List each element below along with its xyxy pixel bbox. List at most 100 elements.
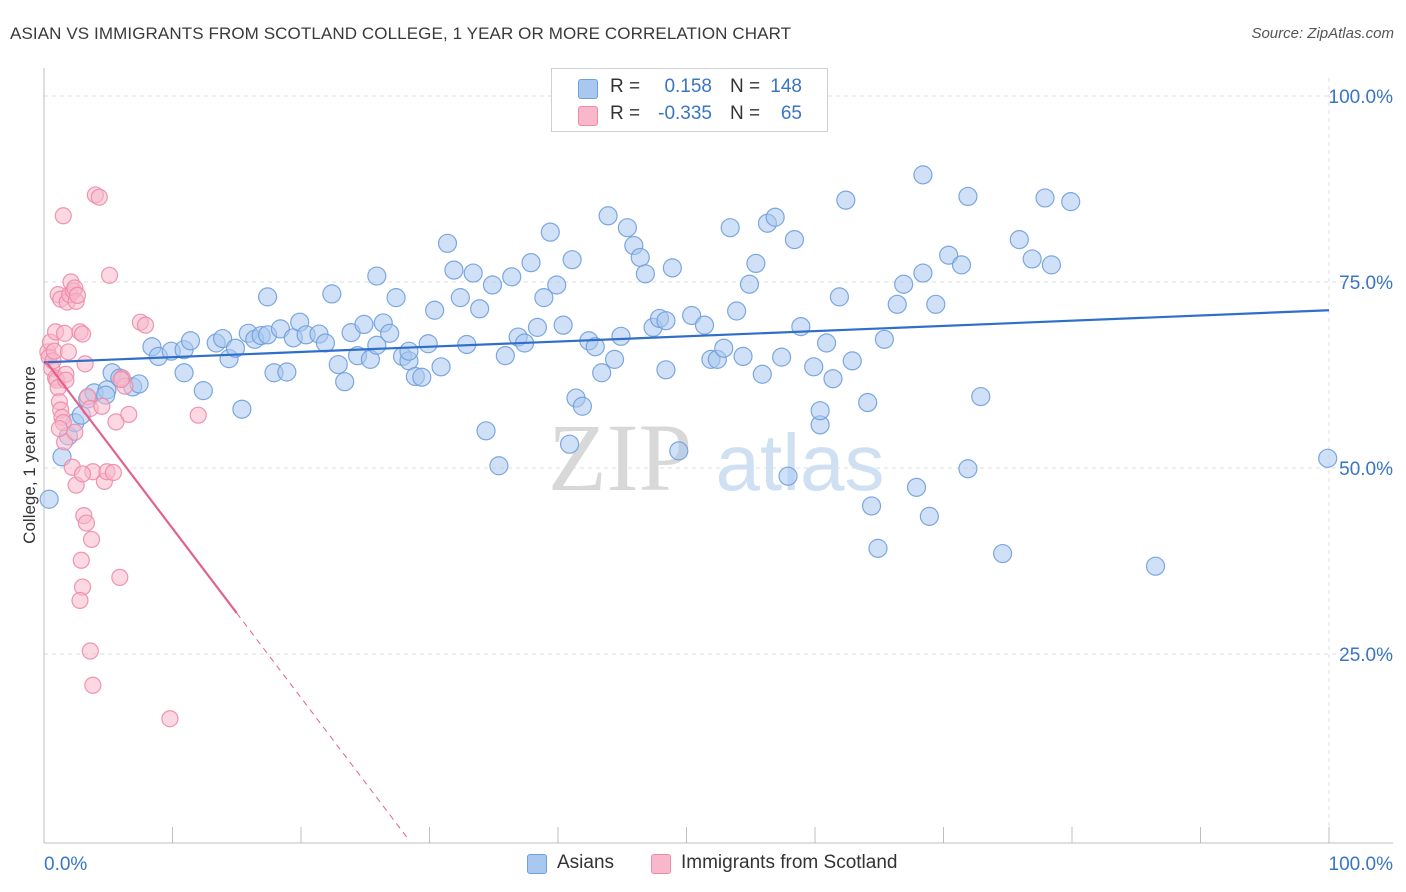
- asian-point: [784, 229, 805, 250]
- asian-point: [521, 253, 541, 273]
- asian-point: [823, 369, 843, 389]
- asian-point: [874, 329, 894, 349]
- scotland-points: [39, 186, 207, 728]
- asian-point: [380, 323, 400, 343]
- asian-point: [418, 334, 438, 354]
- scotland-point: [90, 188, 108, 206]
- legend-n-label: N =: [730, 103, 761, 124]
- asian-point: [489, 456, 509, 476]
- x-tick-label-min: 0.0%: [44, 854, 87, 875]
- asian-point: [682, 305, 702, 326]
- asian-point: [868, 538, 888, 558]
- scotland-point: [100, 266, 119, 284]
- legend-r-label: R =: [610, 103, 641, 124]
- asian-point: [887, 294, 907, 314]
- asian-point: [399, 341, 419, 361]
- asian-point: [193, 381, 213, 401]
- legend-n-label: N =: [730, 76, 761, 97]
- asian-point: [913, 165, 933, 185]
- legend-row-scotland: R = -0.335 N = 65: [552, 101, 827, 127]
- asian-point: [778, 466, 798, 486]
- y-tick-label: 50.0%: [1339, 459, 1393, 480]
- asian-point: [547, 275, 567, 295]
- legend-n-value: 65: [780, 103, 802, 124]
- watermark: ZIP atlas: [548, 404, 884, 511]
- asian-point: [257, 287, 278, 307]
- asian-point: [694, 315, 715, 335]
- asian-point: [739, 274, 760, 294]
- asian-point: [971, 386, 991, 407]
- asian-point: [585, 337, 605, 357]
- scotland-point: [111, 568, 129, 586]
- asians-trend-line: [43, 309, 1330, 364]
- legend-row-asians: R = 0.158 N = 148: [552, 74, 827, 100]
- asian-point: [495, 346, 515, 366]
- scotland-point: [59, 343, 78, 361]
- asian-point: [562, 250, 582, 270]
- asian-point: [572, 396, 593, 416]
- asian-point: [335, 372, 355, 392]
- bottom-legend-label-asians: Asians: [557, 852, 615, 873]
- asian-point: [836, 190, 856, 210]
- asian-point: [180, 331, 201, 351]
- asian-point: [354, 314, 374, 335]
- asian-point: [656, 360, 676, 380]
- asian-point: [463, 263, 483, 283]
- legend-r-value: 0.158: [664, 76, 712, 97]
- y-tick-label: 25.0%: [1339, 645, 1393, 666]
- scotland-point: [81, 642, 99, 660]
- scotland-point: [93, 397, 111, 415]
- asian-point: [315, 333, 336, 353]
- asian-point: [213, 328, 233, 349]
- scotland-point: [54, 207, 72, 225]
- source-credit: Source: ZipAtlas.com: [1251, 25, 1394, 42]
- asian-point: [470, 299, 490, 319]
- y-tick-label: 75.0%: [1339, 273, 1393, 294]
- chart-title: ASIAN VS IMMIGRANTS FROM SCOTLAND COLLEG…: [10, 24, 792, 43]
- axes: [43, 68, 1393, 844]
- scotland-point: [77, 514, 96, 532]
- asian-point: [656, 311, 676, 331]
- scotland-point: [104, 463, 122, 482]
- asian-point: [1022, 249, 1042, 269]
- scotland-point: [66, 423, 84, 441]
- asian-point: [425, 300, 445, 320]
- asian-point: [752, 364, 772, 384]
- asian-point: [412, 367, 432, 387]
- asian-point: [951, 255, 972, 275]
- asian-point: [450, 288, 470, 308]
- asian-point: [482, 275, 503, 295]
- legend-r-label: R =: [610, 76, 641, 97]
- asian-point: [913, 263, 933, 283]
- asian-point: [635, 264, 655, 284]
- asian-point: [804, 357, 824, 377]
- asian-point: [733, 346, 753, 366]
- asian-point: [534, 288, 554, 308]
- asian-point: [861, 496, 882, 516]
- bottom-legend-swatch-asians: [527, 854, 547, 874]
- asian-point: [1041, 255, 1062, 275]
- asian-point: [1035, 188, 1055, 208]
- asian-point: [993, 543, 1013, 564]
- asian-point: [765, 207, 785, 227]
- scotland-point: [120, 405, 138, 424]
- asian-point: [926, 294, 946, 314]
- scotland-point: [73, 465, 92, 483]
- asian-point: [958, 459, 978, 479]
- asian-point: [476, 421, 496, 441]
- correlation-legend: R = 0.158 N = 148 R = -0.335 N = 65: [551, 68, 828, 132]
- asian-point: [1009, 229, 1029, 250]
- scotland-point: [76, 355, 94, 373]
- trend-lines: [43, 309, 1330, 841]
- asian-point: [919, 506, 939, 526]
- scotland-point: [161, 710, 179, 728]
- asian-point: [810, 401, 830, 421]
- scotland-point: [136, 316, 155, 334]
- asian-point: [617, 218, 637, 238]
- scotland-point: [84, 676, 102, 694]
- asian-point: [328, 354, 348, 375]
- asian-point: [367, 266, 387, 286]
- asian-point: [277, 362, 297, 382]
- asian-point: [527, 317, 548, 337]
- asian-point: [1061, 192, 1081, 212]
